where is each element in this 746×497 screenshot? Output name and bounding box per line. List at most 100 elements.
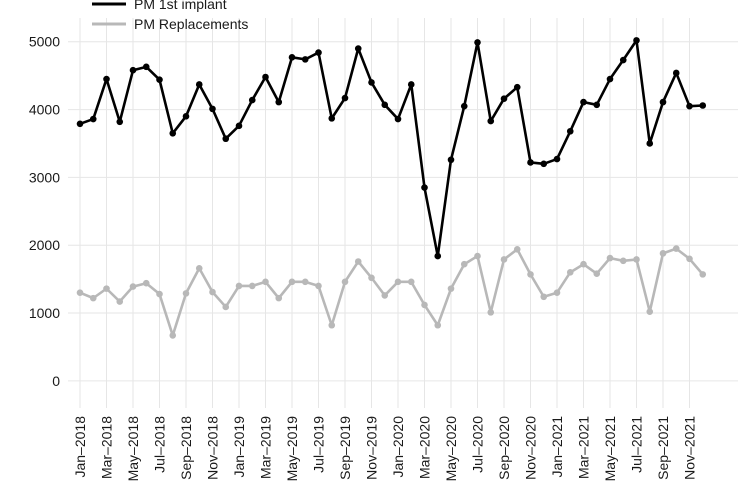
data-point <box>235 282 243 290</box>
data-point <box>527 271 534 278</box>
y-tick-label: 5000 <box>29 34 60 50</box>
data-point <box>500 95 508 103</box>
y-tick-label: 2000 <box>29 237 60 253</box>
data-point <box>129 283 137 290</box>
grid-lines <box>68 18 738 408</box>
series-line <box>79 39 703 258</box>
legend-label: PM Replacements <box>134 16 248 32</box>
data-point <box>169 332 177 339</box>
x-tick-label: Nov–2019 <box>364 416 380 480</box>
x-axis: Jan–2018 Mar–2018 May–2018 Jul–2018 Sep–2018… <box>72 416 698 482</box>
data-point <box>421 184 428 191</box>
x-tick-label: Jan–2021 <box>549 416 565 478</box>
data-point <box>182 290 190 297</box>
x-tick-label: Mar–2018 <box>99 416 115 479</box>
data-point <box>447 285 455 292</box>
x-tick-label: Sep–2018 <box>178 416 194 480</box>
data-point <box>288 278 296 286</box>
data-point <box>354 45 362 52</box>
data-point <box>421 301 428 309</box>
series-group <box>76 37 707 339</box>
data-point <box>195 264 203 272</box>
data-point <box>394 278 402 286</box>
x-tick-label: Nov–2021 <box>682 416 698 480</box>
data-point <box>288 54 296 61</box>
data-point <box>182 113 190 120</box>
y-tick-label: 3000 <box>29 169 60 185</box>
data-point <box>315 49 322 56</box>
data-point <box>686 255 693 263</box>
x-tick-label: Sep–2020 <box>496 416 512 480</box>
data-point <box>619 56 627 64</box>
data-point <box>553 155 561 163</box>
data-point <box>301 56 309 63</box>
data-point <box>209 288 216 296</box>
data-point <box>672 245 680 252</box>
x-tick-label: Jul–2021 <box>629 416 645 473</box>
data-point <box>699 102 707 109</box>
data-point <box>566 127 574 135</box>
data-point <box>142 279 150 287</box>
data-point <box>606 254 614 262</box>
x-tick-label: Mar–2021 <box>576 416 592 479</box>
data-point <box>275 98 283 106</box>
data-point <box>487 117 495 125</box>
data-point <box>328 321 336 329</box>
series-line <box>79 247 704 337</box>
data-point <box>686 102 693 110</box>
data-point <box>619 257 627 265</box>
data-point <box>368 274 375 282</box>
data-point <box>434 321 442 329</box>
y-tick-label: 0 <box>52 373 60 389</box>
legend-label: PM 1st implant <box>134 0 227 12</box>
data-point <box>633 37 640 44</box>
data-point <box>103 285 110 292</box>
data-point <box>407 278 415 286</box>
data-point <box>540 160 548 168</box>
data-point <box>646 308 654 315</box>
data-point <box>89 115 97 123</box>
data-point <box>513 245 521 253</box>
x-tick-label: Mar–2019 <box>258 416 274 479</box>
data-point <box>116 118 124 126</box>
data-point <box>474 252 481 260</box>
x-tick-label: Mar–2020 <box>417 416 433 479</box>
data-point <box>315 282 322 290</box>
data-point <box>169 130 177 137</box>
data-point <box>606 75 614 83</box>
data-point <box>646 140 654 147</box>
x-tick-label: May–2018 <box>125 416 141 482</box>
x-tick-label: Nov–2018 <box>205 416 221 480</box>
data-point <box>580 260 587 268</box>
data-point <box>354 258 362 265</box>
data-point <box>328 115 336 122</box>
data-point <box>633 256 640 263</box>
data-point <box>235 122 243 130</box>
x-tick-label: Jan–2019 <box>231 416 247 478</box>
data-point <box>368 79 375 86</box>
data-point <box>593 101 601 109</box>
series-pm-1st-implant <box>76 37 707 260</box>
data-point <box>381 292 389 299</box>
x-tick-label: Jul–2020 <box>470 416 486 473</box>
data-point <box>460 260 468 268</box>
x-tick-label: Sep–2021 <box>655 416 671 480</box>
data-point <box>659 98 667 106</box>
data-point <box>103 75 110 83</box>
data-point <box>156 290 163 298</box>
data-point <box>540 293 548 301</box>
data-point <box>76 289 84 296</box>
data-point <box>434 252 442 260</box>
x-tick-label: Jul–2019 <box>311 416 327 473</box>
data-point <box>222 135 230 143</box>
data-point <box>301 278 309 286</box>
x-tick-label: Jan–2018 <box>72 416 88 478</box>
data-point <box>407 81 415 88</box>
data-point <box>222 303 230 311</box>
data-point <box>262 278 269 286</box>
data-point <box>460 102 468 110</box>
data-point <box>487 309 495 316</box>
legend-item: PM 1st implant <box>92 0 227 12</box>
x-tick-label: Sep–2019 <box>337 416 353 480</box>
legend: PM 1st implant PM Replacements <box>92 0 248 32</box>
